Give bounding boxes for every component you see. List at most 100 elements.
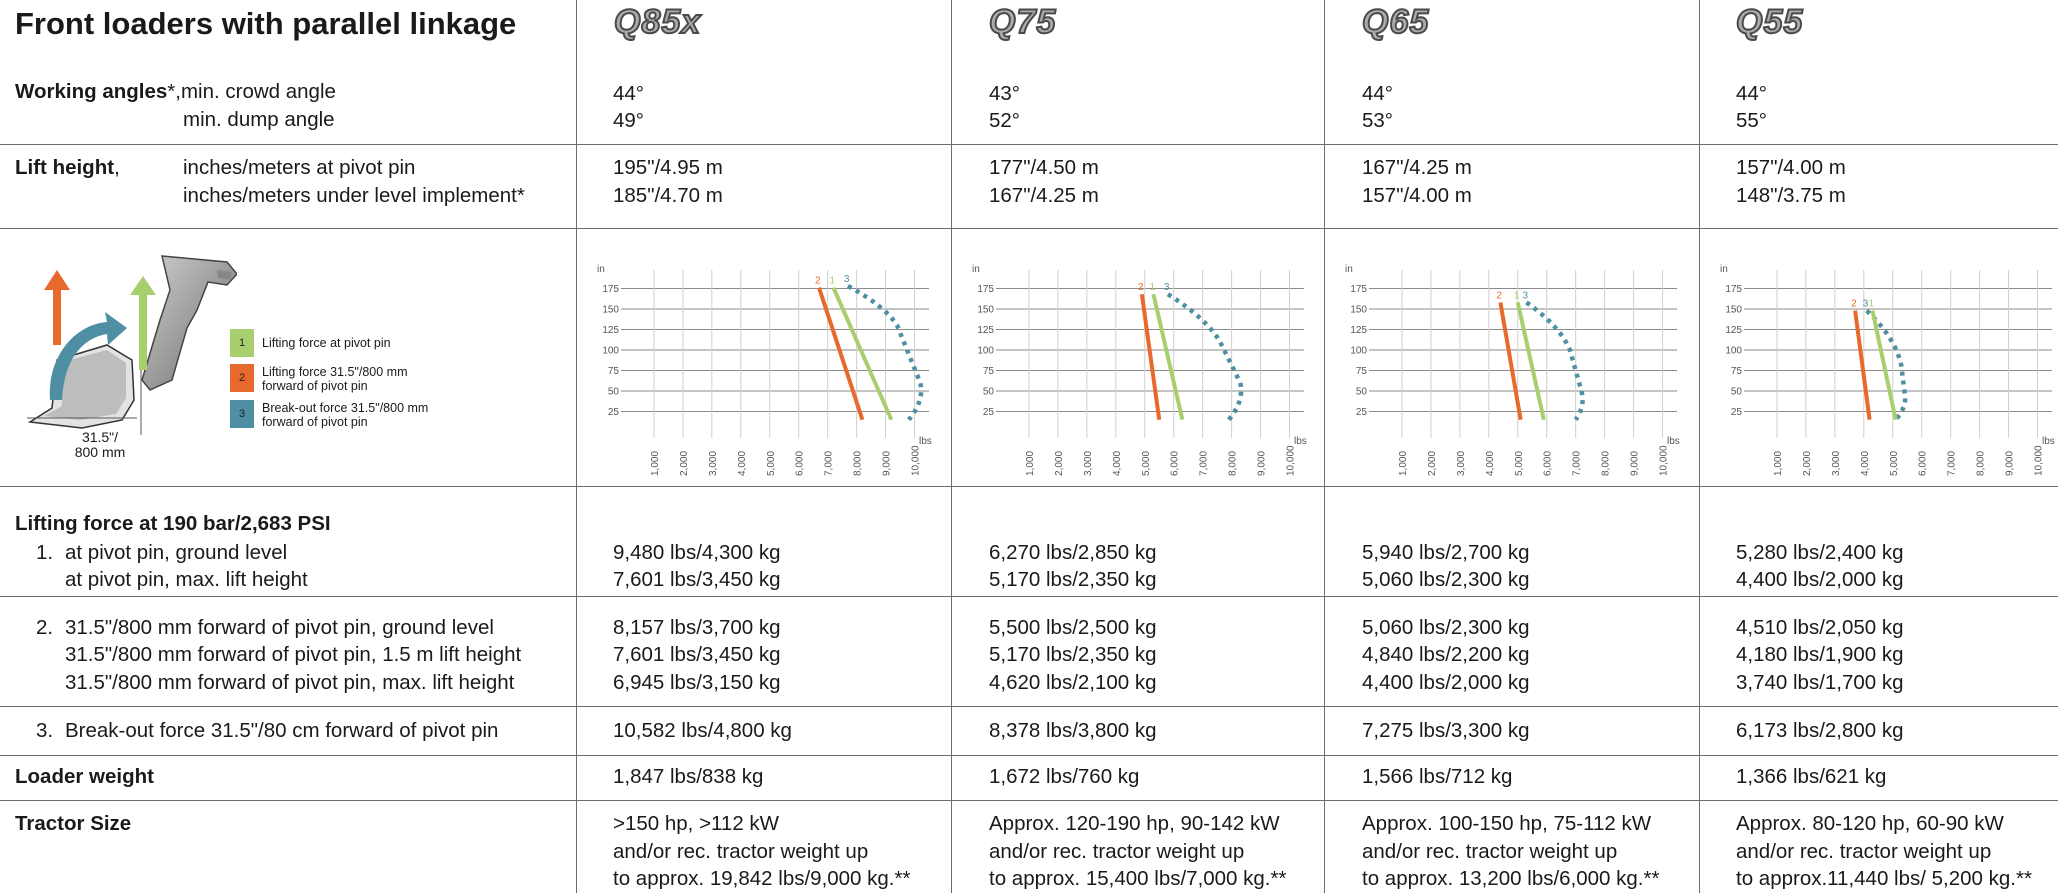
x-tick-label: 1,000 [1025, 451, 1036, 476]
force-1b-value: 5,060 lbs/2,300 kg [1362, 568, 1530, 591]
row-divider [0, 144, 2058, 145]
x-tick-label: 9,000 [1257, 451, 1268, 476]
y-axis-label: in [1345, 264, 1353, 275]
working-angles-title: Working angles [15, 80, 168, 103]
x-tick-label: 6,000 [1170, 451, 1181, 476]
y-tick-label: 150 [1725, 305, 1742, 316]
tractor-size-line3: to approx. 19,842 lbs/9,000 kg.** [613, 867, 911, 890]
x-axis-label: lbs [919, 436, 932, 447]
force-2c-value: 4,400 lbs/2,000 kg [1362, 671, 1530, 694]
series-label-2: 2 [1496, 290, 1502, 301]
series-line-3 [1166, 292, 1244, 422]
legend-text-2: Lifting force 31.5"/800 mm forward of pi… [262, 365, 407, 393]
legend-swatch-2: 2 [230, 364, 254, 392]
lift-height-pivot-value: 177"/4.50 m [989, 156, 1099, 179]
y-tick-label: 25 [1356, 407, 1368, 418]
force-2c-value: 3,740 lbs/1,700 kg [1736, 671, 1904, 694]
x-tick-label: 6,000 [1543, 451, 1554, 476]
x-axis-label: lbs [1294, 436, 1307, 447]
x-tick-label: 1,000 [1773, 451, 1784, 476]
force-1a-value: 5,280 lbs/2,400 kg [1736, 541, 1904, 564]
force-1-line2: at pivot pin, max. lift height [65, 568, 308, 591]
legend-text-1: Lifting force at pivot pin [262, 336, 391, 350]
force-2a-value: 4,510 lbs/2,050 kg [1736, 616, 1904, 639]
tractor-size-line1: >150 hp, >112 kW [613, 812, 780, 835]
x-tick-label: 8,000 [853, 451, 864, 476]
page-title: Front loaders with parallel linkage [15, 6, 517, 41]
series-label-1: 1 [829, 276, 835, 287]
y-tick-label: 100 [602, 346, 619, 357]
y-tick-label: 125 [602, 325, 619, 336]
y-axis-label: in [597, 264, 605, 275]
force-1b-value: 5,170 lbs/2,350 kg [989, 568, 1157, 591]
lift-height-sub1: inches/meters at pivot pin [183, 156, 416, 179]
loader-weight-value: 1,366 lbs/621 kg [1736, 765, 1887, 788]
force-2a-value: 5,500 lbs/2,500 kg [989, 616, 1157, 639]
x-tick-label: 5,000 [1514, 451, 1525, 476]
loader-weight-value: 1,566 lbs/712 kg [1362, 765, 1513, 788]
x-tick-label: 7,000 [824, 451, 835, 476]
x-tick-label: 3,000 [1456, 451, 1467, 476]
tractor-size-line1: Approx. 120-190 hp, 90-142 kW [989, 812, 1280, 835]
lift-height-implement-value: 167"/4.25 m [989, 184, 1099, 207]
force-1b-value: 4,400 lbs/2,000 kg [1736, 568, 1904, 591]
y-tick-label: 100 [1350, 346, 1367, 357]
loader-weight-label: Loader weight [15, 765, 154, 788]
force-1a-value: 6,270 lbs/2,850 kg [989, 541, 1157, 564]
x-tick-label: 4,000 [737, 451, 748, 476]
series-line-1 [831, 286, 894, 421]
y-tick-label: 150 [602, 305, 619, 316]
series-label-3: 3 [844, 274, 850, 285]
blue-curved-arrow-icon [49, 312, 127, 400]
force-2-line3: 31.5"/800 mm forward of pivot pin, max. … [65, 671, 515, 694]
crowd-angle-value: 44° [613, 82, 645, 105]
legend-text-3-line1: Break-out force 31.5"/800 mm [262, 401, 429, 415]
y-tick-label: 100 [1725, 346, 1742, 357]
force-3-number: 3. [36, 719, 54, 742]
y-tick-label: 25 [608, 407, 620, 418]
y-tick-label: 25 [1731, 407, 1743, 418]
x-tick-label: 10,000 [1286, 445, 1297, 476]
lift-height-pivot-value: 167"/4.25 m [1362, 156, 1472, 179]
force-2-line1: 31.5"/800 mm forward of pivot pin, groun… [65, 616, 494, 639]
y-tick-label: 175 [602, 284, 619, 295]
orange-arrow-icon [44, 270, 70, 345]
x-tick-label: 9,000 [882, 451, 893, 476]
series-line-2 [817, 287, 865, 421]
lift-height-suffix: , [114, 156, 120, 179]
series-line-1 [1870, 310, 1898, 421]
y-tick-label: 50 [1356, 387, 1368, 398]
series-label-2: 2 [815, 276, 821, 287]
loader-weight-value: 1,847 lbs/838 kg [613, 765, 764, 788]
series-label-3: 3 [1522, 290, 1528, 301]
breakout-value: 8,378 lbs/3,800 kg [989, 719, 1157, 742]
lift-height-pivot-value: 157"/4.00 m [1736, 156, 1846, 179]
y-tick-label: 125 [1725, 325, 1742, 336]
breakout-value: 10,582 lbs/4,800 kg [613, 719, 792, 742]
row-divider [0, 596, 2058, 597]
loader-weight-value: 1,672 lbs/760 kg [989, 765, 1140, 788]
column-divider [1699, 0, 1700, 893]
x-tick-label: 5,000 [1889, 451, 1900, 476]
working-angles-suffix: *, [167, 80, 181, 103]
x-tick-label: 9,000 [2005, 451, 2016, 476]
tractor-size-line3: to approx.11,440 lbs/ 5,200 kg.** [1736, 867, 2032, 890]
force-1a-value: 9,480 lbs/4,300 kg [613, 541, 781, 564]
column-divider [951, 0, 952, 893]
series-line-3 [846, 284, 924, 422]
y-tick-label: 150 [977, 305, 994, 316]
legend-text-2-line2: forward of pivot pin [262, 379, 368, 393]
model-logo-q55: Q55 [1735, 2, 1804, 42]
x-tick-label: 2,000 [1802, 451, 1813, 476]
legend-swatch-1: 1 [230, 329, 254, 357]
force-3-line1: Break-out force 31.5"/80 cm forward of p… [65, 719, 499, 742]
column-divider [1324, 0, 1325, 893]
chart-q85x: 25 50 75 100 125 150 175 1,000 2,000 3,000 4,000 5,… [597, 264, 932, 476]
force-1b-value: 7,601 lbs/3,450 kg [613, 568, 781, 591]
x-axis-label: lbs [1667, 436, 1680, 447]
x-tick-label: 3,000 [1083, 451, 1094, 476]
loader-arm-shape [141, 255, 237, 391]
tractor-size-line1: Approx. 80-120 hp, 60-90 kW [1736, 812, 2004, 835]
y-tick-label: 50 [983, 387, 995, 398]
x-tick-label: 3,000 [708, 451, 719, 476]
